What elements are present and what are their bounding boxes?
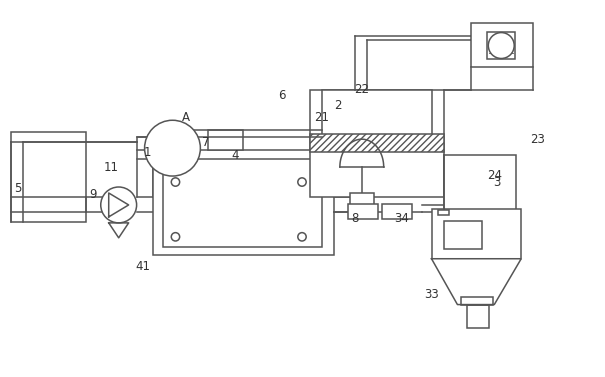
- Bar: [445, 155, 516, 212]
- Bar: [348, 204, 378, 219]
- Bar: [152, 150, 334, 255]
- Bar: [172, 140, 186, 156]
- Bar: [382, 204, 411, 219]
- Polygon shape: [431, 259, 521, 305]
- Bar: [437, 210, 450, 215]
- Text: 7: 7: [201, 136, 209, 149]
- Text: 33: 33: [424, 288, 439, 301]
- Bar: [487, 32, 515, 60]
- Bar: [431, 209, 521, 259]
- Text: A: A: [182, 111, 189, 124]
- Circle shape: [171, 178, 180, 186]
- Circle shape: [488, 32, 514, 58]
- Circle shape: [171, 233, 180, 241]
- Text: 8: 8: [351, 212, 359, 225]
- Text: 22: 22: [355, 83, 369, 96]
- Bar: [310, 90, 445, 197]
- Text: 24: 24: [487, 169, 502, 182]
- Bar: [310, 134, 445, 152]
- Bar: [471, 23, 533, 67]
- Text: 3: 3: [494, 176, 501, 188]
- Text: 6: 6: [278, 89, 286, 102]
- Circle shape: [145, 120, 200, 176]
- Bar: [462, 297, 493, 305]
- Circle shape: [101, 187, 137, 223]
- Text: 9: 9: [89, 188, 97, 201]
- Bar: [137, 137, 174, 159]
- Bar: [208, 130, 243, 150]
- Bar: [163, 159, 322, 247]
- Bar: [322, 90, 431, 137]
- Text: 21: 21: [315, 111, 330, 124]
- Text: 41: 41: [135, 260, 150, 273]
- Circle shape: [298, 233, 306, 241]
- Text: 34: 34: [394, 212, 409, 225]
- Text: 2: 2: [334, 99, 342, 112]
- Text: 11: 11: [103, 161, 118, 173]
- Text: 1: 1: [144, 146, 151, 159]
- Bar: [468, 305, 489, 328]
- Text: 5: 5: [15, 182, 22, 196]
- Bar: [350, 193, 374, 205]
- Text: 23: 23: [530, 133, 544, 146]
- Circle shape: [298, 178, 306, 186]
- Text: 4: 4: [232, 149, 239, 162]
- Bar: [11, 132, 86, 222]
- Bar: [445, 221, 482, 249]
